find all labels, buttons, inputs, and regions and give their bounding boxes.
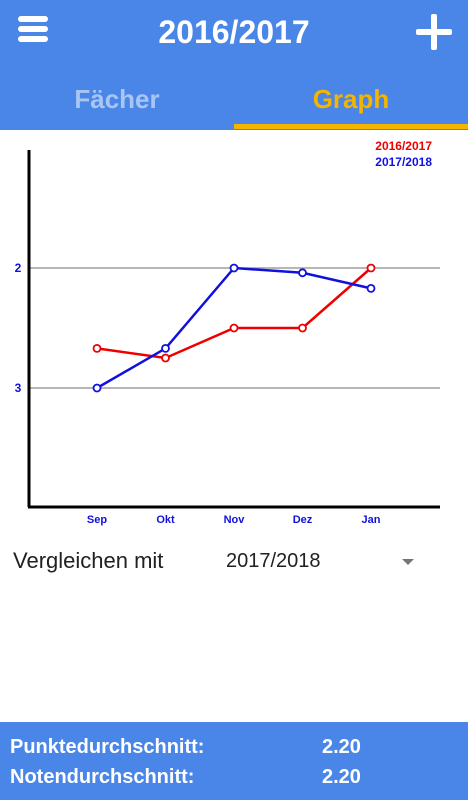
x-tick-label: Okt	[156, 514, 175, 526]
compare-label: Vergleichen mit	[13, 548, 164, 573]
y-tick-label: 2	[15, 261, 22, 275]
tab-graph[interactable]: Graph	[312, 84, 390, 114]
data-point	[298, 268, 307, 278]
x-tick-label: Jan	[362, 514, 381, 526]
compare-selected-value: 2017/2018	[226, 550, 321, 572]
hamburger-menu-icon[interactable]	[18, 16, 50, 46]
grade-average-label: Notendurchschnitt:	[10, 766, 195, 788]
footer-summary: Punktedurchschnitt: 2.20 Notendurchschni…	[0, 722, 468, 800]
data-point	[229, 323, 239, 333]
data-point	[298, 323, 307, 333]
data-point	[161, 343, 170, 353]
y-tick-label: 3	[15, 381, 22, 395]
compare-dropdown[interactable]: 2017/2018	[222, 540, 422, 584]
app-bar: 2016/2017 Fächer Graph	[0, 0, 468, 130]
dropdown-arrow-icon	[402, 559, 414, 565]
x-tick-label: Dez	[293, 514, 313, 526]
points-average-value: 2.20	[322, 736, 361, 758]
data-point	[92, 343, 102, 353]
grade-chart: 2 3 Sep Okt Nov Dez Jan 2016/2017 2017/2018	[15, 140, 440, 526]
data-point	[161, 353, 170, 363]
plus-icon[interactable]	[414, 12, 454, 52]
data-point	[366, 263, 376, 273]
grade-average-value: 2.20	[322, 766, 361, 788]
x-tick-label: Sep	[87, 514, 107, 526]
tab-faecher[interactable]: Fächer	[74, 84, 160, 114]
data-point	[92, 383, 102, 393]
tab-indicator	[234, 124, 468, 129]
legend-entry: 2016/2017	[375, 140, 432, 153]
page-title: 2016/2017	[158, 14, 310, 50]
x-tick-label: Nov	[224, 514, 246, 526]
legend-entry: 2017/2018	[375, 155, 432, 169]
data-point	[229, 263, 239, 273]
points-average-label: Punktedurchschnitt:	[10, 736, 205, 758]
data-point	[366, 283, 376, 293]
series-line	[96, 267, 372, 360]
